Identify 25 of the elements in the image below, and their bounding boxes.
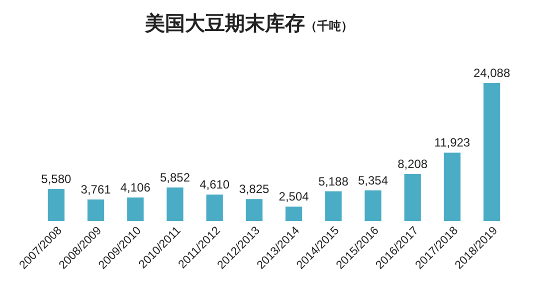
bar bbox=[285, 206, 302, 221]
data-label: 2,504 bbox=[278, 190, 310, 204]
bar bbox=[364, 190, 382, 221]
bar bbox=[483, 83, 500, 221]
data-label: 5,580 bbox=[41, 172, 72, 186]
data-label: 4,106 bbox=[120, 180, 151, 194]
data-label: 3,761 bbox=[80, 182, 112, 196]
data-label: 24,088 bbox=[473, 66, 510, 80]
data-label: 5,188 bbox=[318, 174, 349, 188]
bar bbox=[166, 187, 184, 221]
data-label: 4,610 bbox=[200, 178, 230, 192]
bar bbox=[127, 197, 144, 221]
data-label: 5,852 bbox=[160, 170, 190, 184]
data-label: 3,825 bbox=[239, 182, 270, 196]
bar bbox=[206, 194, 223, 221]
chart-subtitle: （千吨） bbox=[305, 19, 353, 33]
data-label: 11,923 bbox=[434, 136, 470, 150]
data-label: 8,208 bbox=[398, 156, 428, 171]
bar bbox=[404, 174, 421, 221]
bar bbox=[246, 199, 263, 221]
bar bbox=[87, 199, 104, 221]
bar bbox=[444, 152, 461, 221]
bar bbox=[325, 191, 342, 221]
data-label: 5,354 bbox=[358, 173, 388, 188]
bar bbox=[48, 189, 65, 221]
